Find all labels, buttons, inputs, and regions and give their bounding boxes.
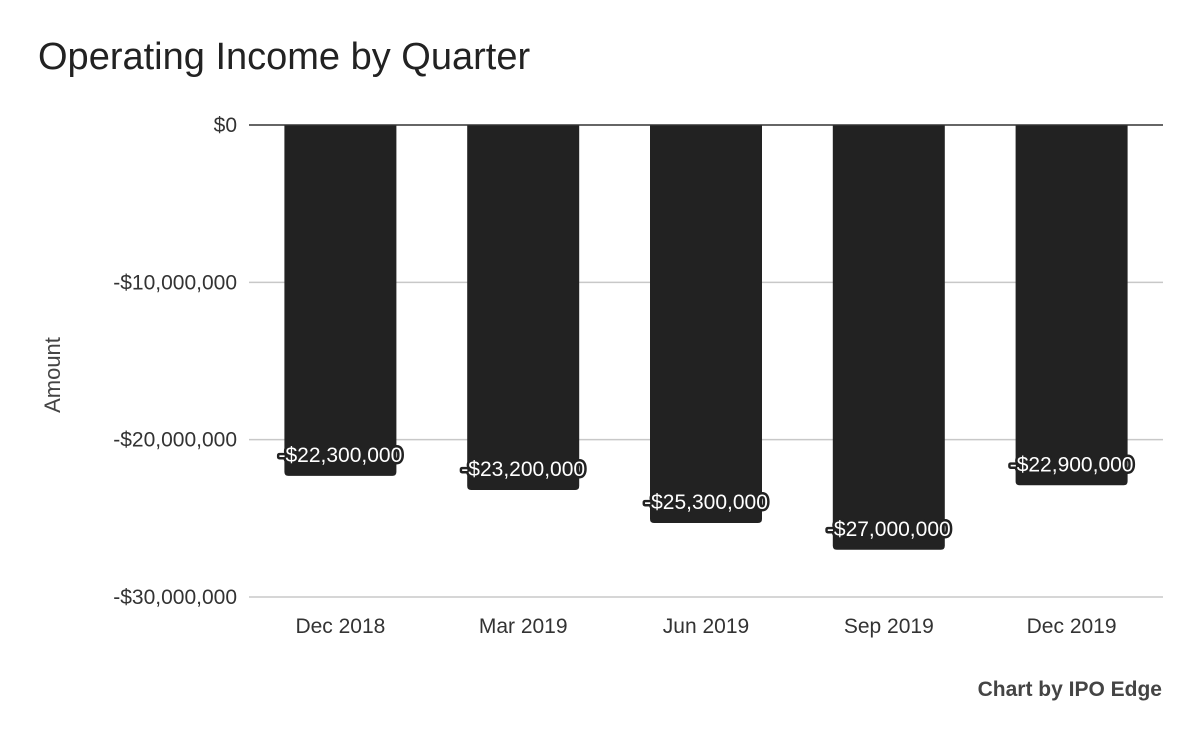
x-tick-label: Dec 2019: [1027, 615, 1117, 638]
data-label: -$23,200,000: [461, 458, 585, 481]
data-label: -$27,000,000: [827, 518, 951, 541]
bars: [284, 125, 1128, 550]
x-tick-labels: Dec 2018 Mar 2019 Jun 2019 Sep 2019 Dec 2019: [295, 615, 1116, 638]
x-tick-label: Jun 2019: [663, 615, 749, 638]
y-tick-label: -$30,000,000: [113, 586, 237, 609]
bar: [1015, 125, 1128, 486]
data-label: -$22,900,000: [1010, 453, 1134, 476]
bar: [284, 125, 397, 476]
data-labels: -$22,300,000 -$23,200,000 -$25,300,000 -$27…: [276, 441, 1136, 543]
chart-title: Operating Income by Quarter: [38, 36, 531, 78]
x-tick-label: Mar 2019: [479, 615, 568, 638]
bar: [832, 125, 945, 550]
y-tick-label: -$20,000,000: [113, 429, 237, 452]
bar: [650, 125, 762, 524]
y-tick-labels: $0 -$10,000,000 -$20,000,000 -$30,000,000: [113, 114, 237, 609]
data-label: -$25,300,000: [644, 491, 768, 514]
bar: [467, 125, 580, 491]
data-label: -$22,300,000: [279, 444, 403, 467]
y-axis-label: Amount: [40, 337, 65, 413]
y-tick-label: $0: [214, 114, 237, 137]
chart-credit: Chart by IPO Edge: [977, 678, 1162, 701]
x-tick-label: Sep 2019: [844, 615, 934, 638]
x-tick-label: Dec 2018: [295, 615, 385, 638]
y-tick-label: -$10,000,000: [113, 271, 237, 294]
